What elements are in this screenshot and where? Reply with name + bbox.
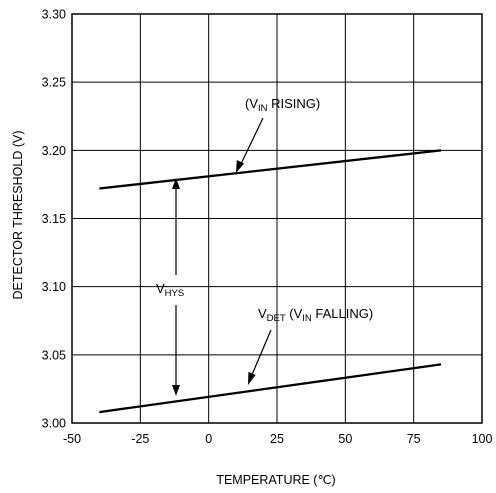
- x-tick-labels: -50 -25 0 25 50 75 100: [63, 432, 493, 446]
- annotation-vdet-mid: (V: [286, 306, 303, 321]
- grid: [71, 13, 483, 424]
- y-tick-label: 3.10: [42, 280, 66, 294]
- series-group: [99, 149, 442, 414]
- y-axis-title: DETECTOR THRESHOLD (V): [11, 130, 25, 299]
- annotation-vin-rising-rest: RISING): [268, 96, 321, 111]
- plot-frame: [71, 13, 483, 424]
- annotation-vin-rising-sub: IN: [258, 103, 268, 114]
- y-tick-label: 3.00: [42, 417, 66, 431]
- x-tick-label: 75: [407, 432, 421, 446]
- x-tick-label: 25: [270, 432, 284, 446]
- y-tick-label: 3.30: [42, 8, 66, 22]
- x-tick-label: 50: [338, 432, 352, 446]
- arrow-rising-head: [236, 160, 244, 173]
- hysteresis-arrowhead-up: [172, 178, 180, 189]
- annotation-vdet-falling: VDET (VIN FALLING): [258, 306, 373, 324]
- annotation-vdet-sub: DET: [267, 313, 286, 324]
- x-tick-label: 0: [205, 432, 212, 446]
- annotation-vhys-main: V: [156, 281, 165, 296]
- x-tick-label: -25: [131, 432, 149, 446]
- annotation-vdet-main: V: [258, 306, 267, 321]
- y-tick-label: 3.05: [42, 348, 66, 362]
- annotation-vdet-sub2: IN: [302, 313, 312, 324]
- series-line-1: [99, 363, 442, 414]
- y-tick-label: 3.20: [42, 144, 66, 158]
- annotation-vin-rising: (VIN RISING): [245, 96, 320, 114]
- y-tick-label: 3.25: [42, 76, 66, 90]
- x-tick-label: -50: [63, 432, 81, 446]
- arrow-rising-line: [239, 117, 264, 167]
- x-tick-label: 100: [472, 432, 493, 446]
- hysteresis-arrowhead-down: [172, 385, 180, 396]
- y-tick-label: 3.15: [42, 212, 66, 226]
- annotation-vhys-sub: HYS: [165, 288, 185, 299]
- arrow-falling-head: [248, 371, 256, 385]
- y-tick-labels: 3.00 3.05 3.10 3.15 3.20 3.25 3.30: [42, 8, 66, 431]
- series-line-0: [99, 149, 442, 190]
- arrow-falling-line: [250, 329, 272, 378]
- x-axis-title: TEMPERATURE (℃): [216, 473, 335, 487]
- annotation-vhys: VHYS: [156, 281, 184, 299]
- annotation-vdet-rest: FALLING): [312, 306, 373, 321]
- annotation-vin-rising-open: (V: [245, 96, 258, 111]
